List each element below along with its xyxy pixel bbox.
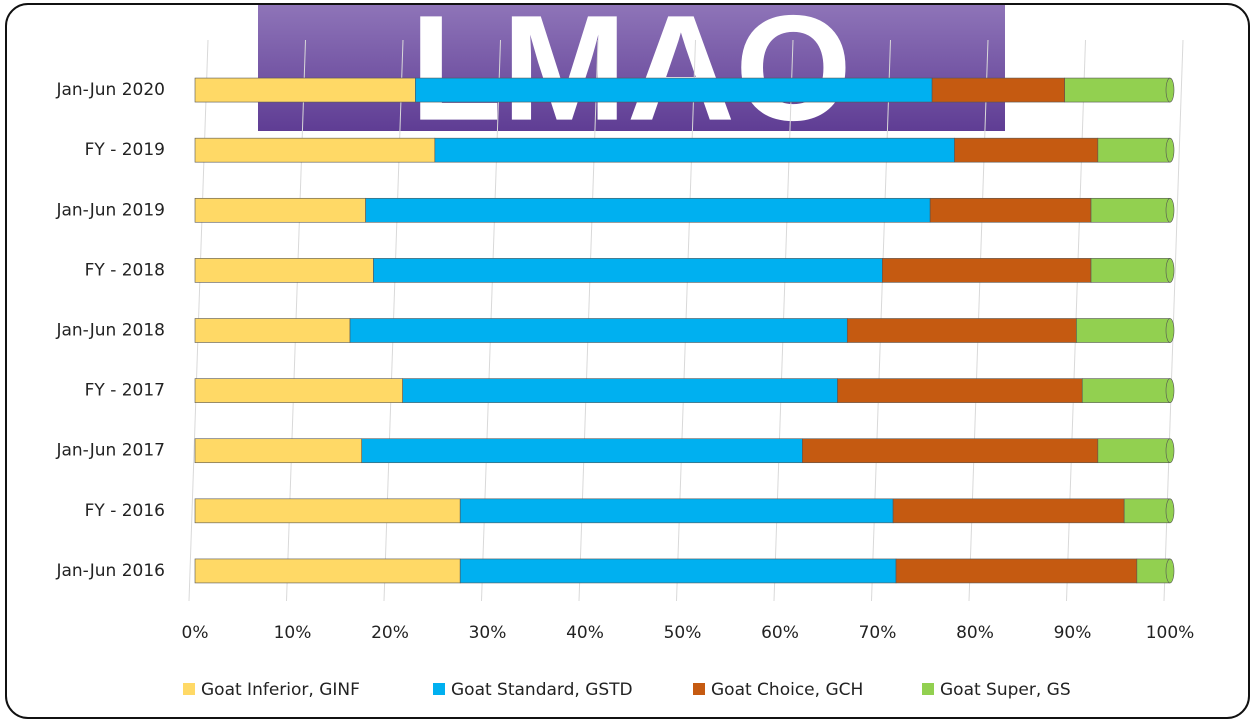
bar-segment — [194, 258, 374, 283]
bar-segment — [954, 137, 1099, 163]
bar-segment — [459, 498, 894, 524]
bar-segment — [802, 438, 1099, 464]
y-tick-label: FY - 2016 — [85, 501, 165, 521]
bar-segment — [373, 258, 883, 283]
bar-segment — [1123, 498, 1171, 524]
bar-end — [1165, 438, 1175, 464]
legend-swatch — [433, 683, 445, 695]
y-tick-label: Jan-Jun 2018 — [55, 321, 165, 341]
bar-segment — [402, 378, 838, 403]
bar-segment — [349, 318, 848, 343]
bar-segment — [1076, 318, 1171, 343]
bar-end — [1165, 378, 1175, 403]
legend-label: Goat Standard, GSTD — [451, 680, 633, 700]
bar-segment — [194, 137, 436, 163]
x-tick-label: 40% — [566, 623, 604, 643]
y-tick-label: FY - 2018 — [85, 260, 165, 280]
x-tick-label: 50% — [664, 623, 702, 643]
bar-segment — [194, 438, 363, 464]
bar-segment — [1136, 558, 1171, 584]
x-tick-label: 70% — [859, 623, 897, 643]
y-tick-label: Jan-Jun 2016 — [55, 561, 165, 581]
legend-swatch — [183, 683, 195, 695]
bar-segment — [361, 438, 803, 464]
x-tick-label: 10% — [274, 623, 312, 643]
bar-segment — [365, 197, 931, 223]
bar-segment — [892, 498, 1125, 524]
x-tick-label: 0% — [182, 623, 209, 643]
bar-end — [1165, 137, 1175, 163]
bar-end — [1165, 558, 1175, 584]
bar-segment — [931, 77, 1065, 103]
y-tick-label: FY - 2017 — [85, 381, 165, 401]
chart-frame — [5, 3, 1250, 719]
y-tick-label: Jan-Jun 2020 — [55, 80, 165, 100]
bar-segment — [194, 197, 366, 223]
bar-end — [1165, 498, 1175, 524]
bar-segment — [1081, 378, 1171, 403]
bar-segment — [837, 378, 1083, 403]
bar-segment — [194, 498, 461, 524]
logo: LMAO — [410, 0, 852, 152]
bar-segment — [459, 558, 897, 584]
bar-segment — [895, 558, 1138, 584]
x-tick-label: 20% — [371, 623, 409, 643]
bar-segment — [882, 258, 1092, 283]
bar-segment — [194, 318, 351, 343]
legend-label: Goat Super, GS — [940, 680, 1071, 700]
x-tick-label: 90% — [1054, 623, 1092, 643]
bar-segment — [1097, 137, 1171, 163]
bar-segment — [1097, 438, 1171, 464]
legend-swatch — [693, 683, 705, 695]
bar-segment — [1090, 197, 1171, 223]
x-tick-label: 80% — [956, 623, 994, 643]
bar-end — [1165, 197, 1175, 223]
y-tick-label: Jan-Jun 2017 — [55, 441, 165, 461]
bar-segment — [1064, 77, 1171, 103]
x-tick-label: 30% — [469, 623, 507, 643]
bar-end — [1165, 318, 1175, 343]
bar-segment — [194, 77, 416, 103]
x-tick-label: 60% — [761, 623, 799, 643]
bar-segment — [194, 378, 403, 403]
bar-segment — [929, 197, 1092, 223]
bar-segment — [846, 318, 1077, 343]
logo-banner — [258, 5, 1005, 131]
bar-end — [1165, 77, 1175, 103]
bar-end — [1165, 258, 1175, 283]
bar-segment — [1090, 258, 1171, 283]
legend-swatch — [922, 683, 934, 695]
legend-label: Goat Inferior, GINF — [201, 680, 360, 700]
y-tick-label: Jan-Jun 2019 — [55, 200, 165, 220]
y-tick-label: FY - 2019 — [85, 140, 165, 160]
bar-segment — [415, 77, 933, 103]
bar-segment — [434, 137, 955, 163]
legend-label: Goat Choice, GCH — [711, 680, 863, 700]
x-tick-label: 100% — [1146, 623, 1195, 643]
bar-segment — [194, 558, 461, 584]
